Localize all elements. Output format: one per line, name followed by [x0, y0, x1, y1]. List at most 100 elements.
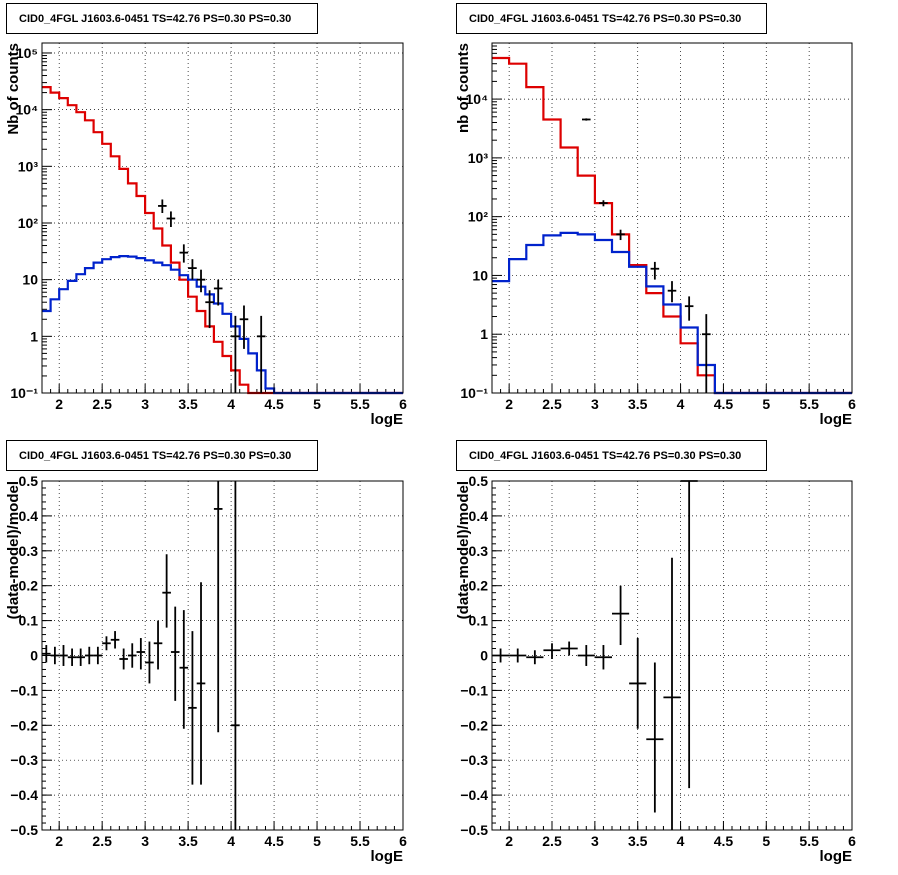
data-point: [702, 314, 711, 393]
y-tick-label: −0.4: [460, 787, 488, 803]
x-tick-label: 5: [762, 396, 770, 412]
data-point: [239, 305, 249, 349]
x-tick-label: 2.5: [92, 833, 112, 849]
data-point: [577, 645, 595, 666]
x-tick-label: 4: [227, 833, 235, 849]
x-tick-label: 2.5: [92, 396, 112, 412]
x-tick-label: 5.5: [799, 396, 819, 412]
data-point: [213, 279, 223, 306]
y-tick-label: −0.1: [10, 682, 38, 698]
x-tick-label: 4.5: [264, 833, 284, 849]
data-point: [188, 631, 197, 785]
x-tick-label: 5: [762, 833, 770, 849]
y-tick-label: 0.3: [469, 543, 489, 559]
data-point: [76, 648, 85, 666]
data-point: [231, 315, 240, 393]
y-tick-label: −0.1: [460, 682, 488, 698]
data-point: [102, 636, 111, 651]
panel-title-top-left: CID0_4FGL J1603.6-0451 TS=42.76 PS=0.30 …: [6, 3, 318, 34]
data-point: [646, 662, 664, 813]
panel-title-bottom-left: CID0_4FGL J1603.6-0451 TS=42.76 PS=0.30 …: [6, 440, 318, 471]
data-point: [162, 554, 171, 628]
y-axis-label: nb of counts: [455, 43, 472, 133]
x-tick-label: 5.5: [350, 833, 370, 849]
plot-frame: [491, 42, 853, 394]
x-tick-label: 2.5: [542, 396, 562, 412]
x-tick-label: 5: [313, 396, 321, 412]
data-point: [93, 646, 103, 665]
data-point: [179, 244, 189, 263]
data-point: [594, 645, 612, 670]
data-point: [110, 631, 120, 649]
histogram-series-model-source: [42, 255, 403, 395]
y-tick-label: 10²: [468, 209, 489, 225]
data-point: [119, 648, 128, 670]
data-point: [543, 643, 561, 659]
y-tick-label: −0.5: [10, 822, 38, 838]
panel-title-top-right: CID0_4FGL J1603.6-0451 TS=42.76 PS=0.30 …: [456, 3, 767, 34]
x-tick-label: 5: [313, 833, 321, 849]
data-point: [650, 261, 660, 280]
x-tick-label: 6: [399, 833, 407, 849]
data-point: [526, 650, 544, 665]
y-tick-label: 0: [480, 648, 488, 664]
data-point: [629, 638, 647, 729]
y-tick-label: 10²: [18, 215, 39, 231]
y-tick-label: 0.5: [19, 473, 39, 489]
data-point: [136, 638, 146, 670]
x-tick-label: 3: [591, 833, 599, 849]
y-axis-label: (data-model)/model: [5, 481, 22, 619]
data-point: [188, 259, 197, 280]
data-point: [256, 315, 266, 393]
y-tick-label: −0.2: [460, 717, 488, 733]
y-tick-label: 10⁵: [16, 45, 38, 61]
data-point: [667, 281, 677, 303]
x-tick-label: 6: [848, 833, 856, 849]
y-tick-label: 0.4: [19, 508, 39, 524]
y-tick-label: 10: [22, 272, 38, 288]
histogram-series-model-total: [42, 86, 403, 395]
data-point: [231, 481, 240, 830]
y-tick-label: 10⁻¹: [460, 385, 488, 401]
x-tick-label: 2: [55, 396, 63, 412]
data-point: [67, 648, 77, 666]
data-point: [560, 641, 578, 656]
panel-bottom-right: 2 2.5 3 3.5 4 4.5 5 5.5 6 −0.5 −0.4 −0.3 −0.2 −0.1 0 0.…: [455, 473, 856, 865]
data-point: [196, 582, 206, 785]
y-tick-label: −0.2: [10, 717, 38, 733]
data-point: [127, 643, 137, 668]
x-axis-label: logE: [371, 848, 404, 865]
y-tick-label: 10³: [18, 158, 39, 174]
x-tick-label: 3.5: [628, 833, 648, 849]
x-tick-label: 6: [399, 396, 407, 412]
y-tick-label: −0.4: [10, 787, 38, 803]
data-point: [196, 269, 206, 293]
x-tick-label: 4.5: [714, 833, 734, 849]
histogram-series-model-source: [492, 231, 852, 395]
data-point: [599, 200, 608, 207]
data-point: [59, 645, 68, 666]
x-axis-label: logE: [820, 848, 853, 865]
x-tick-label: 2: [55, 833, 63, 849]
data-point: [170, 606, 180, 701]
y-tick-label: 0.1: [469, 613, 489, 629]
panel-title-bottom-right: CID0_4FGL J1603.6-0451 TS=42.76 PS=0.30 …: [456, 440, 767, 471]
data-point: [509, 648, 527, 663]
data-point: [145, 641, 154, 684]
data-point: [158, 199, 167, 214]
data-point: [50, 646, 60, 665]
data-point: [166, 211, 176, 227]
x-tick-label: 5.5: [350, 396, 370, 412]
x-tick-label: 5.5: [799, 833, 819, 849]
data-point: [663, 557, 681, 830]
y-tick-label: 1: [30, 328, 38, 344]
y-tick-label: 0.1: [19, 613, 39, 629]
x-axis-label: logE: [820, 411, 853, 428]
data-point: [84, 646, 94, 665]
histogram-series-model-total: [492, 56, 852, 395]
panel-top-left: 2 2.5 3 3.5 4 4.5 5 5.5 6 10⁻¹ 1 10 10² 10³ 10⁴ 10⁵ logE…: [5, 42, 407, 428]
data-point: [153, 620, 163, 670]
y-tick-label: 0: [30, 648, 38, 664]
y-tick-label: 0.3: [19, 543, 39, 559]
